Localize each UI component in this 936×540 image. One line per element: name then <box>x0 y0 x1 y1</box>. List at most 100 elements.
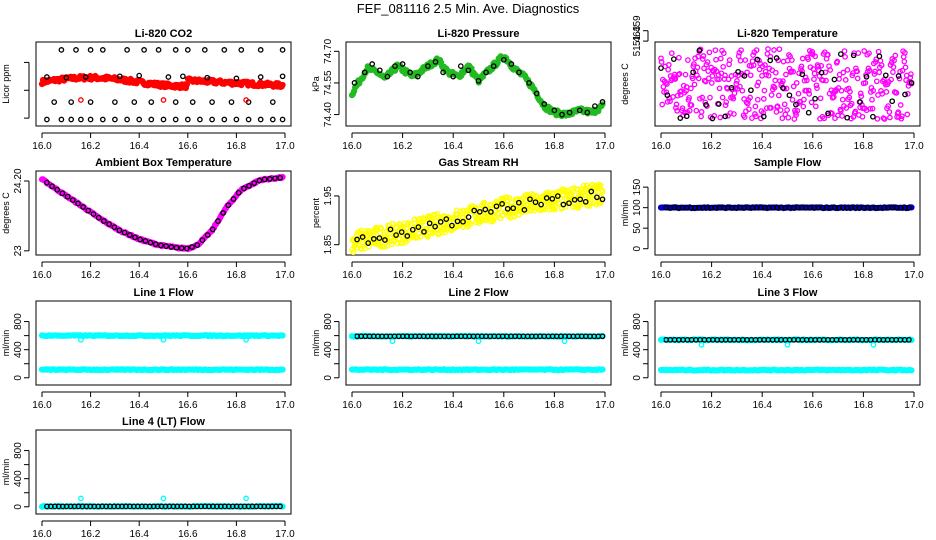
data-point <box>173 244 180 251</box>
data-point <box>395 235 402 242</box>
data-point <box>811 70 818 77</box>
data-point <box>246 182 252 189</box>
data-point <box>734 78 740 84</box>
data-point <box>876 53 883 60</box>
data-point <box>843 105 850 111</box>
data-point <box>905 91 911 97</box>
x-tick-label: 16.4 <box>443 400 463 411</box>
data-point <box>814 85 820 91</box>
data-point <box>204 232 211 238</box>
data-point <box>686 107 693 114</box>
x-tick-label: 17.0 <box>595 270 615 281</box>
data-point <box>853 65 859 72</box>
plot-frame <box>35 300 292 386</box>
data-point <box>885 103 892 109</box>
data-point <box>771 84 778 91</box>
data-point <box>116 227 123 234</box>
data-point <box>593 201 600 208</box>
data-point <box>716 76 722 83</box>
data-point <box>867 105 874 112</box>
data-point <box>137 236 144 243</box>
data-point <box>221 47 228 53</box>
series-line-2-flow-spikes <box>349 333 568 345</box>
plot-marks <box>348 332 606 374</box>
data-point <box>147 239 154 246</box>
data-point <box>141 47 147 53</box>
x-tick-label: 16.6 <box>803 400 823 411</box>
data-point <box>160 495 167 502</box>
data-point <box>784 341 791 348</box>
data-point <box>399 61 406 67</box>
data-point <box>376 67 383 74</box>
data-point <box>907 74 914 81</box>
plot-frame <box>345 41 612 127</box>
chart-title: Ambient Box Temperature <box>95 157 232 169</box>
data-point <box>717 114 724 121</box>
data-point <box>901 58 908 65</box>
data-point <box>897 102 904 108</box>
data-point <box>454 218 461 225</box>
data-point <box>659 101 666 108</box>
data-point <box>756 66 763 73</box>
data-point <box>709 73 716 79</box>
data-point <box>854 75 861 82</box>
x-tick-label: 16.0 <box>342 400 362 411</box>
data-point <box>762 68 769 75</box>
data-point <box>760 110 767 116</box>
data-point <box>832 115 838 122</box>
data-point <box>812 53 819 60</box>
data-point <box>776 46 783 53</box>
data-point <box>449 222 455 229</box>
x-tick-label: 16.4 <box>129 270 149 281</box>
data-point <box>389 338 396 345</box>
chart-panel-3: Li-820 Temperature 16.0 16.2 16.4 16.6 16.8 17… <box>620 15 924 152</box>
data-point <box>481 199 488 206</box>
data-point <box>112 116 118 123</box>
data-point <box>476 208 483 215</box>
data-point <box>392 63 398 69</box>
data-point <box>755 79 762 86</box>
y-axis-label: percent <box>311 197 321 228</box>
data-point <box>794 107 801 114</box>
data-point <box>183 245 190 252</box>
data-point <box>670 56 677 62</box>
data-point <box>471 207 478 214</box>
series-line-3-flow-ave- <box>663 336 912 343</box>
data-point <box>594 194 600 201</box>
data-point <box>279 332 286 339</box>
data-point <box>521 207 528 213</box>
y-tick-label: 1.95 <box>323 186 334 206</box>
data-point <box>750 62 757 69</box>
data-point <box>722 113 729 120</box>
y-axis-label: ml/min <box>311 330 321 357</box>
data-point <box>279 116 286 123</box>
data-point <box>378 225 385 232</box>
data-point <box>199 237 206 244</box>
y-tick-label: 1.85 <box>323 235 334 255</box>
data-point <box>870 113 876 120</box>
data-point <box>457 63 464 69</box>
data-point <box>902 49 908 56</box>
data-point <box>87 99 94 105</box>
y-tick-label: 400 <box>323 341 334 358</box>
data-point <box>771 47 777 53</box>
x-tick-label: 16.8 <box>227 141 247 152</box>
plot-frame <box>654 170 921 256</box>
data-point <box>719 94 726 101</box>
chart-panel-8: Line 2 Flow 16.0 16.2 16.4 16.6 16.8 17.0 0 400 8… <box>311 287 615 411</box>
data-point <box>898 115 905 122</box>
data-point <box>811 76 817 83</box>
plot-frame <box>654 41 921 127</box>
data-point <box>417 233 424 240</box>
data-point <box>803 87 810 94</box>
x-tick-label: 16.4 <box>443 141 463 152</box>
data-point <box>908 367 915 374</box>
data-point <box>824 51 831 58</box>
data-point <box>204 74 211 81</box>
data-point <box>465 67 472 74</box>
data-point <box>256 177 263 184</box>
chart-title: Gas Stream RH <box>438 157 518 169</box>
data-point <box>269 116 276 123</box>
data-point <box>870 87 877 94</box>
x-tick-label: 16.8 <box>227 400 247 411</box>
